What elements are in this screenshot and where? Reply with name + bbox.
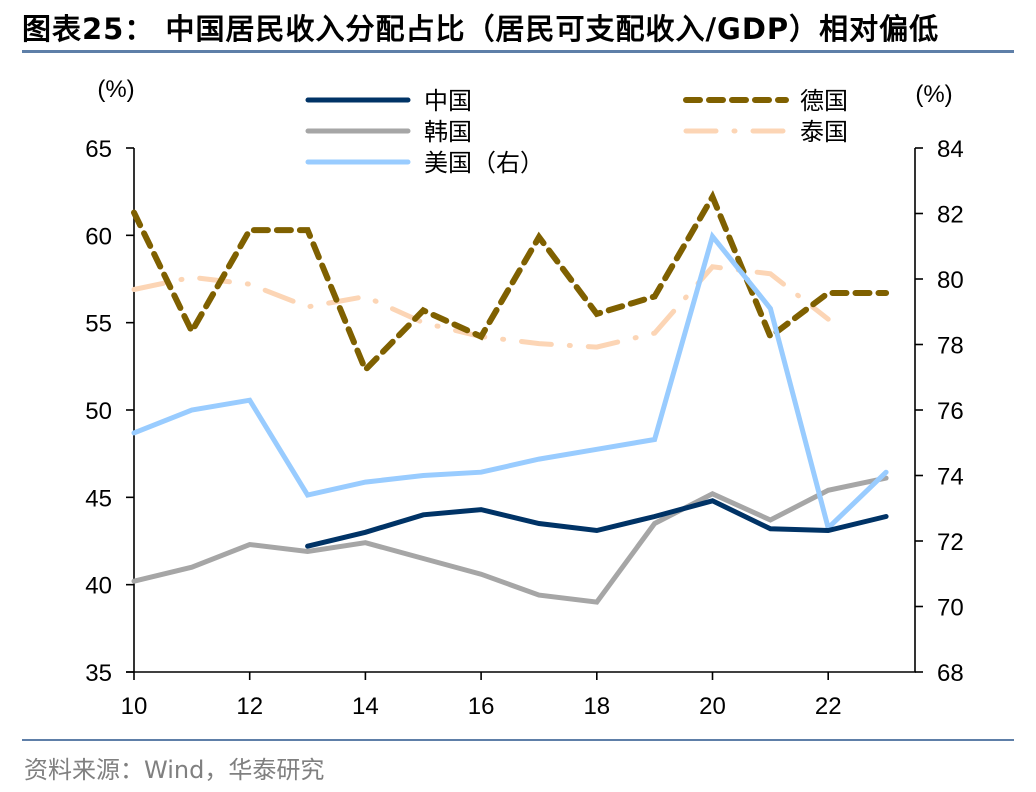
legend-label-thailand: 泰国 <box>800 118 848 146</box>
x-axis-tick-label: 12 <box>236 693 263 720</box>
right-axis-tick-label: 80 <box>937 267 964 294</box>
left-axis-tick-label: 55 <box>85 311 112 338</box>
series-line-china <box>305 498 889 549</box>
right-axis-tick-label: 84 <box>937 136 964 163</box>
left-axis-tick-label: 65 <box>85 136 112 163</box>
right-axis-tick-label: 82 <box>937 202 964 229</box>
series-line-germany <box>131 190 890 376</box>
x-axis-tick-label: 10 <box>121 693 148 720</box>
x-axis-tick-label: 14 <box>352 693 379 720</box>
right-axis-tick-label: 74 <box>937 464 964 491</box>
right-axis-tick-label: 68 <box>937 660 964 687</box>
legend-label-china: 中国 <box>424 87 472 115</box>
x-axis-tick-label: 22 <box>815 693 842 720</box>
x-axis-tick-label: 18 <box>583 693 610 720</box>
series-line-usa <box>131 231 889 533</box>
title-divider <box>22 50 1014 53</box>
left-axis-tick-label: 35 <box>85 660 112 687</box>
right-axis-tick-label: 78 <box>937 333 964 360</box>
left-axis-tick-label: 45 <box>85 485 112 512</box>
x-axis-tick-label: 16 <box>468 693 495 720</box>
left-axis-tick-label: 60 <box>85 223 112 250</box>
legend-label-korea: 韩国 <box>424 118 472 146</box>
x-axis-tick-label: 20 <box>699 693 726 720</box>
line-chart: 35 40 45 50 55 60 65 68 70 72 74 76 78 80 82 84 10 12 14 16… <box>85 76 964 720</box>
right-axis-unit-label: (%) <box>915 81 952 108</box>
source-note: 资料来源：Wind，华泰研究 <box>24 756 325 784</box>
left-axis-tick-label: 40 <box>85 573 112 600</box>
chart-title: 图表25： 中国居民收入分配占比（居民可支配收入/GDP）相对偏低 <box>22 12 940 46</box>
left-axis-tick-label: 50 <box>85 398 112 425</box>
series-line-korea <box>131 475 889 605</box>
footer-divider <box>22 739 1014 741</box>
right-axis-tick-label: 76 <box>937 398 964 425</box>
right-axis-tick-label: 70 <box>937 595 964 622</box>
left-axis-unit-label: (%) <box>97 76 134 103</box>
right-axis-tick-label: 72 <box>937 529 964 556</box>
legend-label-usa: 美国（右） <box>424 149 544 177</box>
legend-label-germany: 德国 <box>800 87 848 115</box>
